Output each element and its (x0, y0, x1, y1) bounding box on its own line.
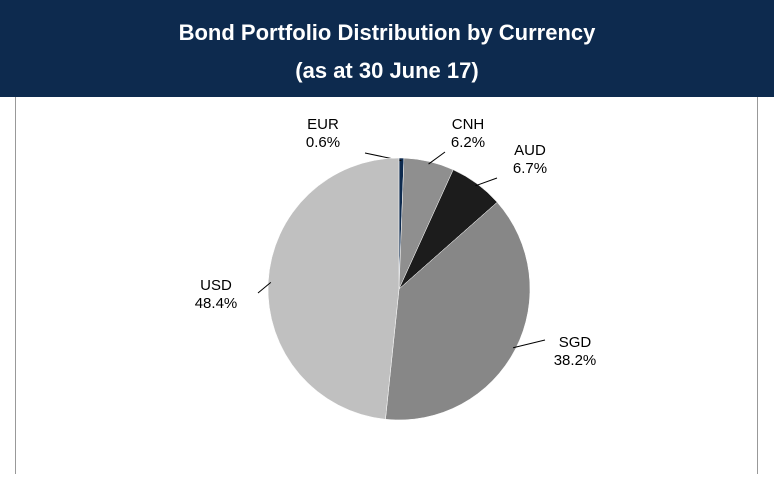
slice-value: 38.2% (554, 352, 597, 369)
slice-value: 48.4% (195, 295, 238, 312)
slice-label: EUR (307, 116, 339, 133)
leader-line (257, 281, 272, 294)
leader-line (428, 151, 446, 165)
leader-line (513, 339, 546, 349)
leader-line (475, 177, 498, 187)
pie-slice (267, 157, 400, 420)
chart-title: Bond Portfolio Distribution by Currency (179, 20, 597, 45)
slice-value: 0.6% (306, 134, 340, 151)
slice-label: SGD (559, 334, 592, 351)
pie-slice (385, 201, 531, 421)
chart-subtitle: (as at 30 June 17) (295, 58, 478, 83)
slice-label: AUD (514, 142, 546, 159)
header-band (0, 0, 774, 97)
slice-value: 6.7% (513, 160, 547, 177)
slice-label: USD (200, 277, 232, 294)
slice-value: 6.2% (451, 134, 485, 151)
slice-label: CNH (452, 116, 485, 133)
